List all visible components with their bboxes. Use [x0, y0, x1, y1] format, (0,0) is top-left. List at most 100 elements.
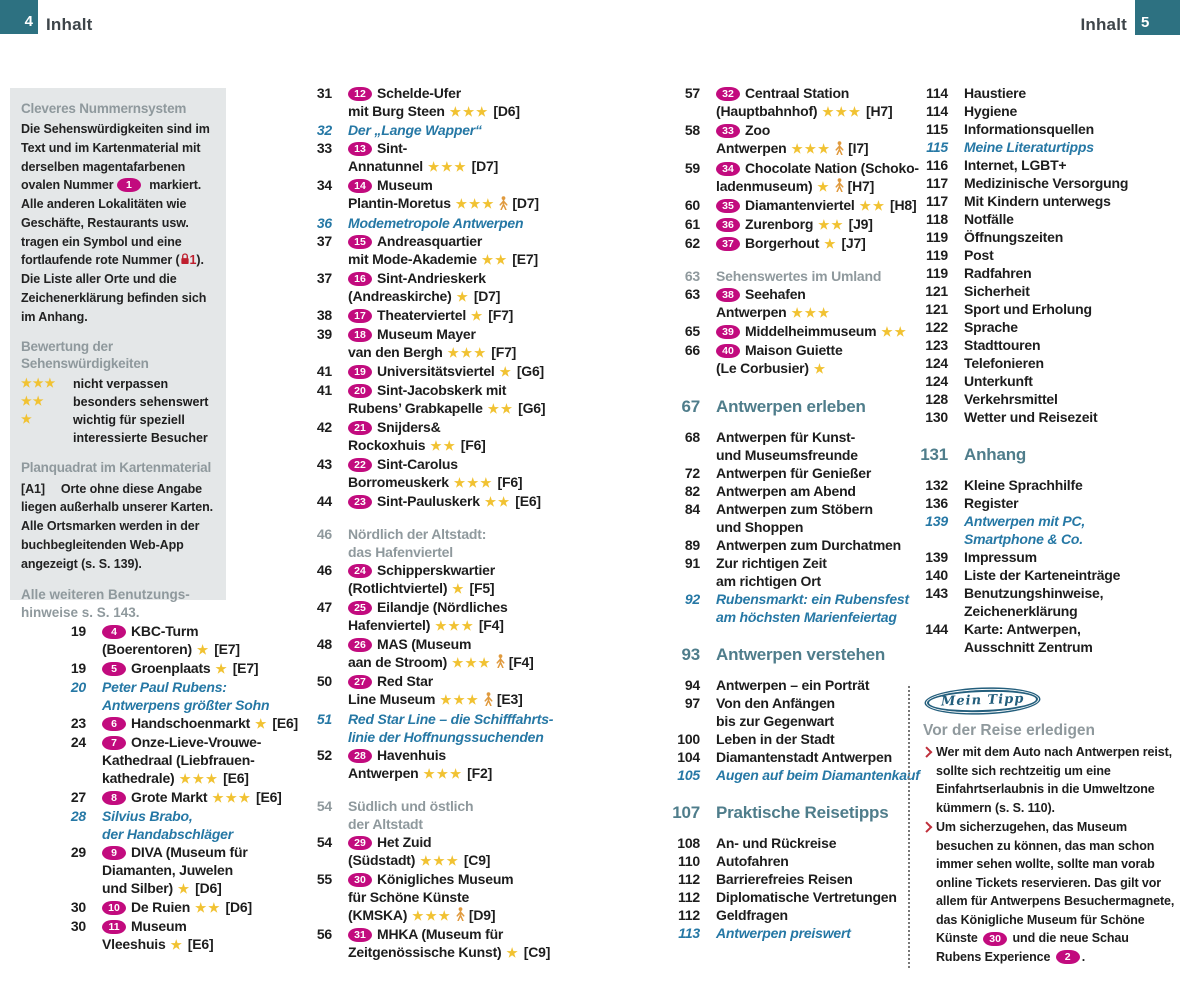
entry-line: Öffnungszeiten [964, 229, 1064, 245]
star-rating: ★★★ [822, 105, 863, 119]
star-rating: ★★ [487, 401, 515, 416]
rating-heading-line2: Sehenswürdigkeiten [21, 355, 149, 371]
toc-entry-sight: 42 21 Snijders& Rockoxhuis ★★ [F6] [296, 418, 551, 455]
sight-number-marker: 12 [348, 87, 372, 101]
grid-explanation: [A1] Orte ohne diese Angabe liegen außerh… [21, 480, 215, 574]
star-rating: ★★ [195, 901, 222, 915]
map-grid-ref: [J9] [848, 216, 873, 232]
header-title-left: Inhalt [46, 15, 93, 34]
sight-number-marker: 28 [348, 748, 372, 763]
entry-title: Radfahren [964, 264, 1032, 282]
entry-title: 39 Middelheimmuseum ★★ [716, 322, 908, 341]
entry-line: Sprache [964, 319, 1018, 335]
page-number: 143 [925, 585, 948, 601]
page-number: 52 [316, 746, 332, 763]
toc-entry-plain: 121 Sport und Erholung [912, 300, 1178, 318]
entry-line: 9 DIVA (Museum für [102, 843, 248, 861]
toc-entry-plain: 82 Antwerpen am Abend [664, 482, 906, 500]
page-number: 44 [316, 492, 332, 509]
numbering-explanation: Die Sehenswürdigkeiten sind im Text und … [21, 122, 210, 324]
tip-text: Wer mit dem Auto nach Antwerpen reist, s… [936, 745, 1173, 815]
entry-line: am höchsten Marienfeiertag [716, 609, 897, 625]
entry-title: Rubensmarkt: ein Rubensfest am höchsten M… [716, 590, 909, 626]
toc-entry-plain: 112 Geldfragen [664, 906, 906, 924]
toc-entry-subhead: 63 Sehenswertes im Umland [664, 267, 906, 285]
rating-legend-row: ★★★ nicht verpassen [21, 375, 215, 393]
entry-line: aan de Stroom) ★★★ [F4] [348, 653, 534, 673]
entry-line: Zeitgenössische Kunst) ★ [C9] [348, 944, 551, 960]
entry-line: Modemetropole Antwerpen [348, 214, 524, 231]
entry-title: Impressum [964, 548, 1037, 566]
family-friendly-icon [496, 654, 505, 672]
entry-line: Diamantenstadt Antwerpen [716, 749, 892, 765]
entry-line: mit Mode-Akademie ★★ [E7] [348, 250, 538, 267]
entry-title: 26 MAS (Museum aan de Stroom) ★★★ [F4] [348, 635, 534, 673]
entry-title: An- und Rückreise [716, 834, 836, 852]
grid-explanation-text: Orte ohne diese Angabe liegen außerhalb … [21, 481, 213, 571]
entry-line: 19 Universitätsviertel ★ [G6] [348, 362, 544, 381]
star-rating: ★ [215, 662, 229, 676]
entry-line: Peter Paul Rubens: [102, 679, 227, 695]
page-number: 59 [684, 159, 700, 176]
toc-entry-sight: 37 16 Sint-Andrieskerk (Andreaskirche) ★ [D7] [296, 269, 551, 306]
page-number: 48 [316, 635, 332, 652]
map-grid-ref: [D7] [473, 287, 501, 304]
sight-number-marker: 23 [348, 494, 372, 509]
star-rating: ★ [21, 412, 33, 427]
entry-title: 31 MHKA (Museum für Zeitgenössische Kunst)… [348, 925, 550, 962]
page-number: 110 [678, 853, 700, 869]
map-grid-ref: [G6] [516, 362, 545, 379]
entry-line: Antwerpen zum Stöbern [716, 501, 873, 517]
emphasized-text: Königliche Museum für Schöne Künste [936, 912, 1145, 946]
usage-footnote-line2: hinweise s. S. 143. [21, 605, 140, 621]
entry-line: 11 Museum [102, 917, 213, 935]
usage-notes-box: Cleveres Nummernsystem Die Sehenswürdigk… [10, 88, 226, 620]
entry-title: Mit Kindern unterwegs [964, 192, 1111, 210]
map-grid-ref: [E6] [256, 789, 282, 805]
toc-entry-link: 32 Der „Lange Wapper“ [296, 121, 551, 139]
entry-title: Antwerpen zum Stöbern und Shoppen [716, 500, 873, 536]
page-number: 97 [684, 695, 700, 711]
entry-title: Antwerpen am Abend [716, 482, 856, 500]
entry-line: 36 Zurenborg ★★ [J9] [716, 215, 873, 234]
entry-title: 7 Onze-Lieve-Vrouwe- Kathedraal (Liebfraue… [102, 733, 261, 788]
toc-entry-plain: 84 Antwerpen zum Stöbern und Shoppen [664, 500, 906, 536]
entry-line: Antwerpen preiswert [716, 925, 851, 941]
family-friendly-icon [835, 178, 844, 196]
entry-title: Antwerpen erleben [716, 398, 866, 416]
toc-entry-plain: 130 Wetter und Reisezeit [912, 408, 1178, 426]
entry-title: Register [964, 494, 1019, 512]
toc-entry-plain: 115 Informationsquellen [912, 120, 1178, 138]
entry-line: Register [964, 495, 1019, 511]
entry-title: 8 Grote Markt ★★★ [E6] [102, 788, 282, 807]
sight-number-marker: 37 [716, 237, 740, 251]
toc-entry-plain: 140 Liste der Karteneinträge [912, 566, 1178, 584]
entry-line: Notfälle [964, 211, 1014, 227]
toc-entry-link: 20 Peter Paul Rubens: Antwerpens größter S… [44, 678, 304, 714]
entry-line: 39 Middelheimmuseum ★★ [716, 322, 908, 341]
entry-title: Peter Paul Rubens: Antwerpens größter Soh… [102, 678, 269, 714]
map-grid-ref: [F2] [467, 764, 493, 781]
entry-line: 26 MAS (Museum [348, 635, 534, 653]
toc-entry-plain: 128 Verkehrsmittel [912, 390, 1178, 408]
toc-entry-plain: 112 Diplomatische Vertretungen [664, 888, 906, 906]
map-grid-ref: [F5] [469, 579, 495, 596]
toc-entry-sight: 54 29 Het Zuid (Südstadt) ★★★ [C9] [296, 833, 551, 870]
page-number: 113 [678, 925, 700, 941]
star-rating: ★★ [430, 438, 457, 453]
entry-line: Nördlich der Altstadt: [348, 525, 487, 542]
star-rating: ★ [471, 308, 485, 323]
entry-line: Praktische Reisetipps [716, 803, 889, 822]
mein-tipp-box: Mein Tipp Vor der Reise erledigen Wer mi… [908, 686, 1176, 968]
entry-line: Hafenviertel) ★★★ [F4] [348, 616, 504, 633]
entry-line: Barrierefreies Reisen [716, 871, 853, 887]
entry-title: 37 Borgerhout ★ [J7] [716, 234, 866, 253]
entry-line: und Silber) ★ [D6] [102, 880, 222, 896]
entry-title: Antwerpen zum Durchatmen [716, 536, 901, 554]
sight-number-marker: 32 [716, 87, 740, 101]
toc-entry-plain: 139 Impressum [912, 548, 1178, 566]
toc-entry-plain: 119 Post [912, 246, 1178, 264]
star-rating: ★★ [481, 252, 509, 267]
star-rating: ★★★ [212, 791, 252, 805]
toc-entry-plain: 114 Haustiere [912, 84, 1178, 102]
